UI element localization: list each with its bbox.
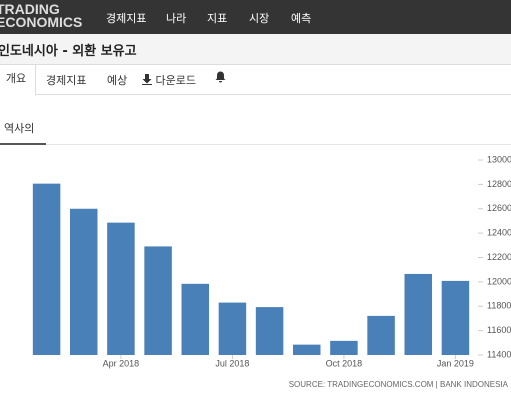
top-nav: TRADING ECONOMICS 경제지표 나라 지표 시장 예측 bbox=[0, 0, 511, 34]
bar bbox=[367, 315, 395, 355]
bar bbox=[32, 183, 61, 355]
x-tick-label: Jul 2018 bbox=[215, 358, 249, 368]
bar bbox=[69, 208, 98, 355]
bar bbox=[330, 340, 358, 355]
tab-bell[interactable] bbox=[215, 71, 226, 86]
y-tick-label: 120000 bbox=[487, 276, 511, 286]
source: SOURCE: TRADINGECONOMICS.COM | BANK INDO… bbox=[288, 380, 508, 389]
y-tick-label: 126000 bbox=[487, 203, 511, 213]
tab[interactable]: 경제지표 bbox=[46, 74, 87, 87]
x-tick-label: Oct 2018 bbox=[326, 358, 363, 368]
history-tab[interactable]: 역사의 bbox=[4, 122, 35, 135]
bar bbox=[181, 283, 210, 355]
tab[interactable]: 개요 bbox=[0, 64, 36, 96]
y-tick-label: 128000 bbox=[487, 179, 511, 189]
download-icon bbox=[142, 74, 152, 85]
title-bar: 인도네시아 - 외환 보유고 bbox=[0, 34, 511, 65]
bar bbox=[292, 344, 321, 355]
bar bbox=[441, 280, 470, 355]
bar bbox=[218, 302, 247, 355]
y-tick-label: 114000 bbox=[487, 349, 511, 359]
tab-download[interactable]: 다운로드 bbox=[142, 72, 196, 88]
bar bbox=[107, 222, 135, 355]
nav-item[interactable]: 예측 bbox=[291, 12, 312, 25]
bar bbox=[404, 273, 433, 355]
active-underline bbox=[0, 143, 46, 145]
nav-item[interactable]: 시장 bbox=[249, 12, 270, 25]
tab-bar: 개요 경제지표 예상 다운로드 bbox=[0, 64, 511, 96]
y-tick-label: 130000 bbox=[487, 154, 511, 164]
y-tick-label: 122000 bbox=[487, 252, 511, 262]
tab[interactable]: 예상 bbox=[107, 74, 128, 87]
bell-icon bbox=[215, 71, 226, 83]
bar bbox=[144, 246, 172, 355]
nav-item[interactable]: 경제지표 bbox=[106, 12, 147, 25]
y-tick-label: 124000 bbox=[487, 228, 511, 238]
nav-item[interactable]: 지표 bbox=[207, 12, 228, 25]
logo[interactable]: TRADING ECONOMICS bbox=[0, 1, 83, 30]
logo-text: TRADING bbox=[0, 1, 60, 17]
divider bbox=[0, 144, 511, 145]
logo-text: ECONOMICS bbox=[0, 14, 83, 30]
page-title: 인도네시아 - 외환 보유고 bbox=[0, 44, 137, 59]
x-tick-label: Jan 2019 bbox=[437, 358, 474, 368]
nav-item[interactable]: 나라 bbox=[166, 12, 187, 25]
bar bbox=[255, 307, 284, 355]
tab-label: 다운로드 bbox=[155, 74, 196, 87]
x-tick-label: Apr 2018 bbox=[103, 358, 140, 368]
y-tick-label: 116000 bbox=[487, 325, 511, 335]
y-tick-label: 118000 bbox=[487, 301, 511, 311]
